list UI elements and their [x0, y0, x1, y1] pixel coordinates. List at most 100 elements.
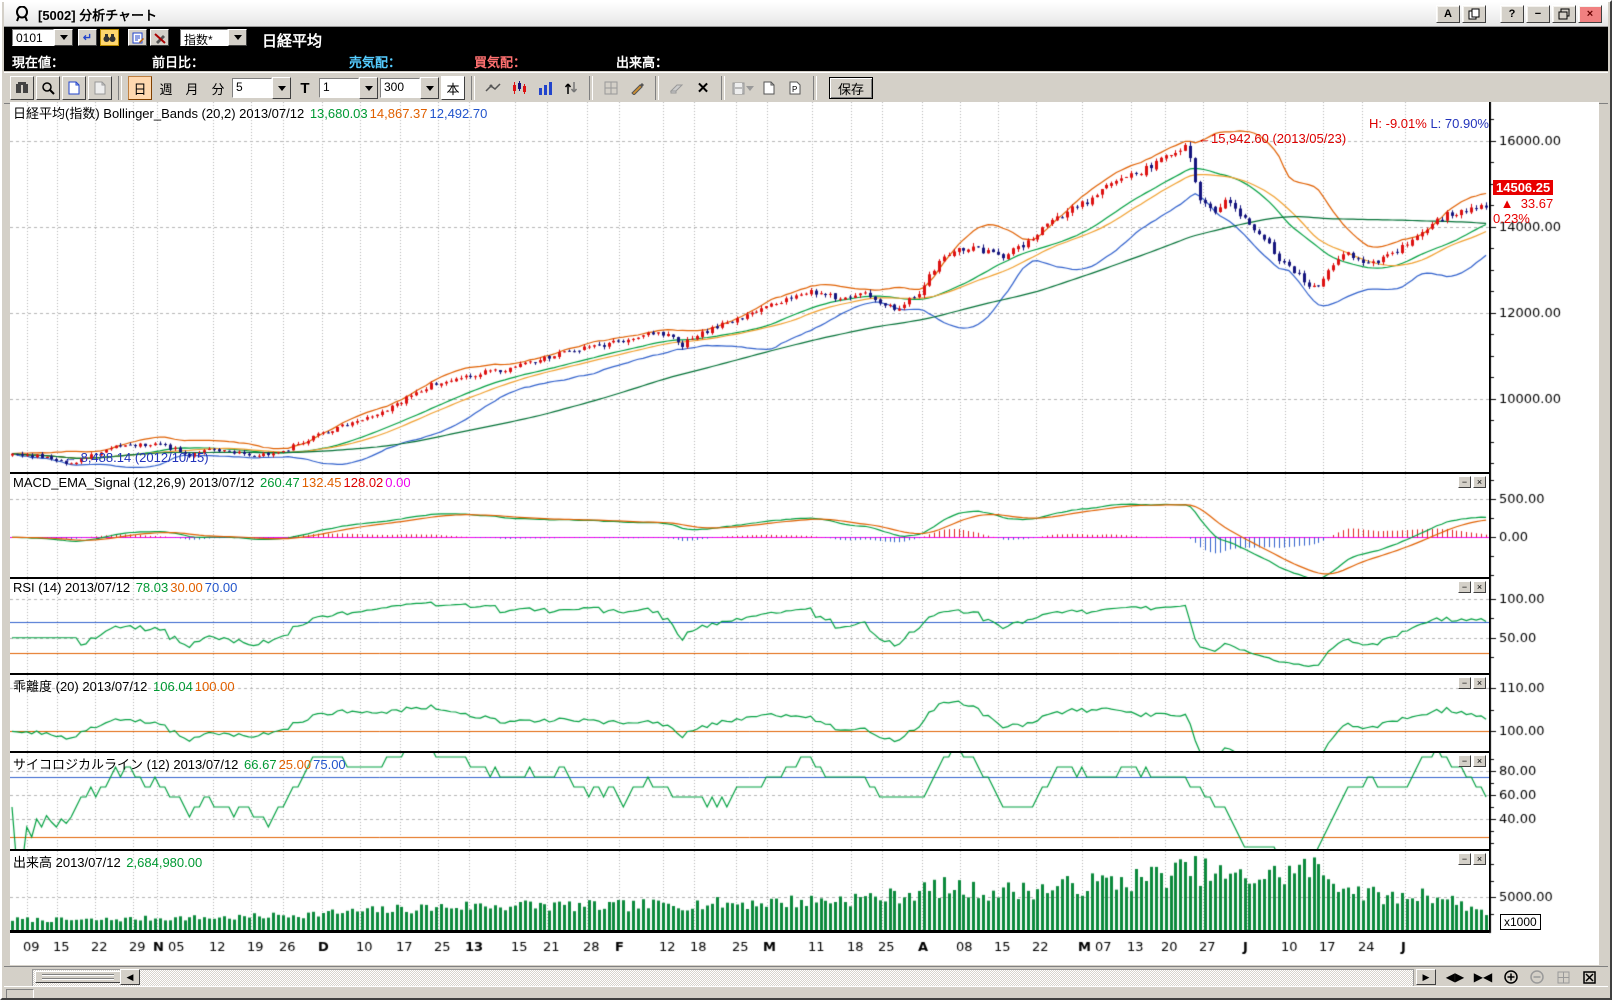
line-chart-icon [485, 83, 501, 92]
volume-plot-canvas[interactable] [10, 851, 1489, 930]
clear-drawing-button[interactable] [150, 29, 169, 46]
font-size-button[interactable]: A [1436, 5, 1460, 23]
save-button[interactable]: 保存 [829, 77, 874, 99]
rsi-plot-canvas[interactable] [10, 579, 1489, 673]
app-logo-icon [12, 4, 32, 24]
period-week-button[interactable]: 週 [154, 76, 178, 100]
volume-label: 出来高： [616, 55, 669, 70]
eraser-button[interactable] [665, 76, 689, 100]
expand-bars-button[interactable]: ◀▶ [1445, 970, 1465, 984]
page-p-icon: P [789, 81, 801, 95]
rsi-panel-minimize-button[interactable]: − [1458, 581, 1471, 593]
toolbar-separator [721, 76, 725, 100]
page-template-button[interactable] [757, 76, 781, 100]
macd-panel-minimize-button[interactable]: − [1458, 476, 1471, 488]
zoom-out-button[interactable] [1526, 968, 1548, 986]
sort-arrows-button[interactable] [559, 76, 583, 100]
symbol-code-input[interactable] [12, 29, 54, 46]
duplicate-window-button[interactable] [1462, 5, 1486, 23]
bar-chart-button[interactable] [533, 76, 557, 100]
psycho-header-part: 75.00 [313, 757, 346, 772]
x-axis-labels-canvas[interactable] [10, 935, 1489, 963]
period-minute-button[interactable]: 分 [206, 76, 230, 100]
watchlist-button[interactable] [100, 29, 119, 46]
symbol-name-label: 日経平均 [262, 33, 323, 50]
chart-mode-dropdown-button[interactable] [228, 29, 247, 46]
main-plot-canvas[interactable] [10, 102, 1489, 472]
line-chart-button[interactable] [481, 76, 505, 100]
candlestick-chart-button[interactable] [507, 76, 531, 100]
close-button[interactable]: × [1578, 5, 1602, 23]
chart-mode-select[interactable]: 指数* [180, 29, 228, 47]
panel-separator [10, 472, 1489, 474]
binoculars-icon [103, 33, 116, 42]
period-day-button[interactable]: 日 [128, 76, 152, 100]
page-print-button[interactable]: P [783, 76, 807, 100]
rsi-header-part: 30.00 [170, 580, 203, 595]
delete-all-button[interactable]: ✕ [691, 76, 715, 100]
macd-header-part: 128.02 [343, 475, 384, 490]
kairi-panel-header: 乖離度 (20) 2013/07/12 106.04 100.00 [13, 676, 237, 695]
scrollbar-thumb[interactable] [35, 971, 121, 983]
volume-header-part: 出来高 2013/07/12 [13, 855, 125, 870]
kairi-panel-minimize-button[interactable]: − [1458, 677, 1471, 689]
enter-symbol-button[interactable]: ↵ [78, 29, 97, 46]
save-image-button[interactable] [731, 76, 755, 100]
help-button[interactable]: ? [1500, 5, 1524, 23]
volume-unit-label: x1000 [1500, 914, 1541, 930]
bar-chart-icon [539, 81, 552, 95]
draw-button[interactable] [625, 76, 649, 100]
window-title: [5002] 分析チャート [38, 7, 158, 23]
volume-panel-minimize-button[interactable]: − [1458, 853, 1471, 865]
close-panel-button[interactable] [1578, 968, 1600, 986]
current-price-label: 現在値： [12, 55, 65, 70]
day-change-label: 前日比： [152, 55, 205, 70]
grid-settings-button[interactable] [599, 76, 623, 100]
x-box-icon [1582, 970, 1596, 984]
chevron-down-icon [59, 35, 68, 40]
candlestick-icon [513, 81, 526, 94]
psycho-plot-canvas[interactable] [10, 753, 1489, 849]
chevron-down-icon [277, 85, 286, 91]
quote-bar: ↵ 指数* 日経平均 現在値： 前日比： 売気配： 買気配： 出来高： [4, 27, 1608, 71]
restore-button[interactable] [1552, 5, 1576, 23]
panel-separator [10, 673, 1489, 675]
zoom-in-button[interactable] [1500, 968, 1522, 986]
interval-select[interactable]: 5 [232, 77, 291, 99]
zoom-button[interactable] [36, 76, 60, 100]
compare-button[interactable] [10, 76, 34, 100]
macd-plot-canvas[interactable] [10, 474, 1489, 577]
compare-count-select[interactable]: 1 [319, 77, 378, 99]
volume-panel-close-button[interactable]: × [1473, 853, 1486, 865]
bar-unit-button[interactable]: 本 [441, 76, 465, 100]
kairi-plot-canvas[interactable] [10, 675, 1489, 751]
kairi-panel-close-button[interactable]: × [1473, 677, 1486, 689]
rsi-panel-close-button[interactable]: × [1473, 581, 1486, 593]
chevron-down-icon [425, 85, 434, 91]
period-month-button[interactable]: 月 [180, 76, 204, 100]
new-page-button[interactable] [62, 76, 86, 100]
main-header-part: 日経平均(指数) Bollinger_Bands (20,2) 2013/07/… [13, 106, 308, 121]
crossed-pencil-icon [153, 32, 166, 44]
chevron-down-icon [233, 35, 242, 40]
tick-button[interactable]: T [293, 76, 317, 100]
rsi-panel-controls: − × [1458, 581, 1486, 593]
scroll-right-button[interactable]: ▶ [1416, 969, 1436, 985]
psycho-panel-controls: − × [1458, 755, 1486, 767]
grid-toggle-button[interactable] [1552, 968, 1574, 986]
notepad-icon [132, 32, 144, 43]
toolbar-separator [589, 76, 593, 100]
scrollbar-track[interactable] [32, 969, 1414, 987]
macd-panel-close-button[interactable]: × [1473, 476, 1486, 488]
price-change-pct: 0.23% [1493, 211, 1530, 226]
minimize-button[interactable]: − [1526, 5, 1550, 23]
symbol-code-dropdown-button[interactable] [54, 29, 73, 46]
copy-page-button[interactable] [88, 76, 112, 100]
low-annotation: ← 8,488.14 (2012/10/15) [64, 450, 209, 465]
shrink-bars-button[interactable]: ▶◀ [1473, 970, 1493, 984]
psycho-panel-close-button[interactable]: × [1473, 755, 1486, 767]
psycho-panel-minimize-button[interactable]: − [1458, 755, 1471, 767]
scroll-left-button[interactable]: ◀ [120, 969, 140, 985]
memo-button[interactable] [128, 29, 147, 46]
bar-count-select[interactable]: 300 [380, 77, 439, 99]
